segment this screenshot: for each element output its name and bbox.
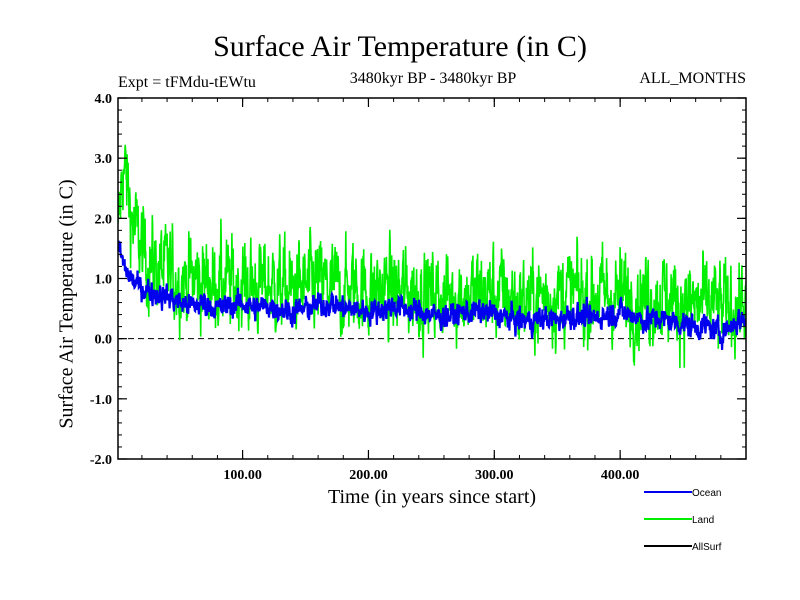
x-axis-label: Time (in years since start) [327, 486, 537, 508]
experiment-label: Expt = tFMdu-tEWtu [118, 74, 256, 91]
y-tick-label: -2.0 [90, 453, 112, 468]
x-tick-label: 200.00 [349, 468, 388, 483]
y-tick-label: 0.0 [95, 333, 113, 348]
legend-label-ocean: Ocean [692, 488, 721, 499]
chart-title: Surface Air Temperature (in C) [213, 30, 587, 63]
legend-label-land: Land [692, 515, 714, 526]
y-tick-label: 2.0 [95, 212, 113, 227]
x-tick-label: 100.00 [223, 468, 262, 483]
y-tick-label: 3.0 [95, 152, 113, 167]
y-tick-label: 4.0 [95, 92, 113, 107]
months-label: ALL_MONTHS [639, 70, 746, 87]
period-label: 3480kyr BP - 3480kyr BP [349, 70, 517, 87]
series-line-land [118, 144, 746, 369]
x-tick-label: 400.00 [601, 468, 640, 483]
series-line-ocean [118, 240, 746, 350]
x-tick-label: 300.00 [475, 468, 514, 483]
y-tick-label: -1.0 [90, 393, 112, 408]
y-tick-label: 1.0 [95, 273, 113, 288]
legend-label-allsurf: AllSurf [692, 542, 722, 553]
